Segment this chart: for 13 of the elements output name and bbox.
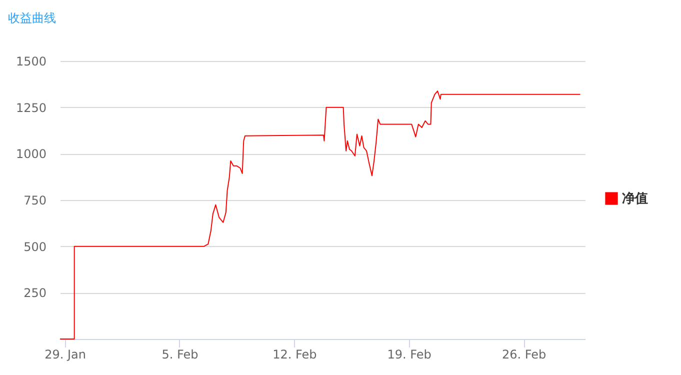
y-tick-label: 250 — [24, 286, 46, 300]
y-tick-label: 500 — [24, 240, 46, 254]
chart-title: 收益曲线 — [8, 11, 56, 25]
x-tick-label: 12. Feb — [272, 348, 317, 362]
x-tick-label: 29. Jan — [44, 348, 86, 362]
y-tick-label: 1250 — [16, 100, 46, 115]
y-tick-label: 1000 — [16, 147, 46, 162]
x-tick-label: 19. Feb — [387, 348, 432, 362]
x-tick-label: 26. Feb — [502, 348, 546, 362]
y-tick-label: 1500 — [16, 54, 46, 68]
legend-label: 净值 — [622, 192, 648, 206]
x-tick-label: 5. Feb — [162, 348, 198, 362]
y-tick-label: 750 — [24, 194, 46, 208]
